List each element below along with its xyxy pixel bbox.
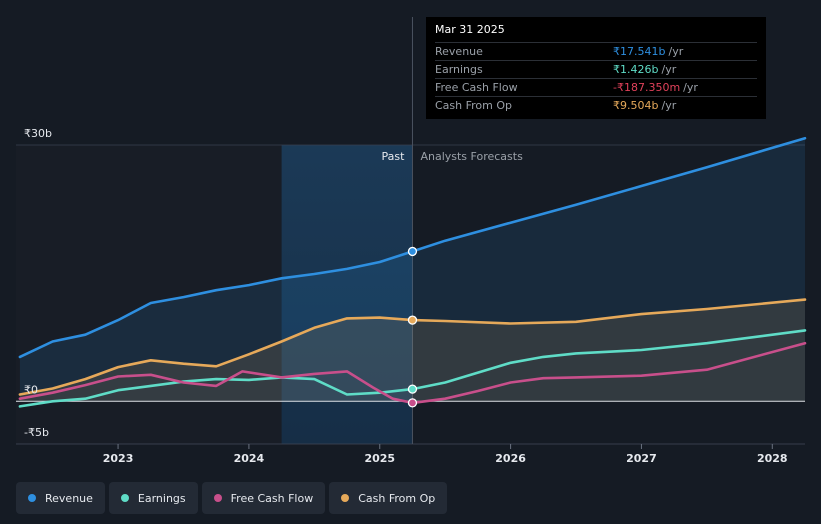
x-tick-label: 2026 <box>495 452 526 465</box>
free-cash-flow-line <box>18 341 807 405</box>
cash-from-op-marker <box>407 315 418 325</box>
tooltip-row-earnings: Earnings ₹1.426b/yr <box>435 60 757 78</box>
tooltip-unit: /yr <box>661 63 677 76</box>
earnings-line <box>18 329 807 408</box>
y-tick-label: ₹30b <box>24 127 52 140</box>
cash-from-op-line <box>18 298 807 396</box>
tooltip-label: Earnings <box>435 63 483 76</box>
tooltip-label: Free Cash Flow <box>435 81 518 94</box>
x-tick-label: 2027 <box>626 452 657 465</box>
legend-label: Earnings <box>137 491 186 505</box>
legend: Revenue Earnings Free Cash Flow Cash Fro… <box>16 482 448 514</box>
legend-dot <box>120 494 129 502</box>
tooltip-label: Cash From Op <box>435 99 513 112</box>
tooltip-value: -₹187.350m <box>613 81 681 94</box>
revenue-area <box>19 138 805 402</box>
legend-label: Revenue <box>45 491 93 505</box>
tooltip-unit: /yr <box>668 45 684 58</box>
x-tick-label: 2028 <box>757 452 788 465</box>
revenue-marker <box>407 246 418 257</box>
y-tick-label: ₹0 <box>24 383 38 396</box>
tooltip-unit: /yr <box>683 81 698 94</box>
history-background <box>16 145 282 444</box>
tooltip-label: Revenue <box>435 45 483 58</box>
earnings-marker <box>407 384 418 394</box>
x-tick-label: 2024 <box>234 452 265 465</box>
free-cash-flow-marker <box>407 398 418 408</box>
tooltip-unit: /yr <box>661 99 677 112</box>
legend-dot <box>213 494 222 502</box>
legend-label: Free Cash Flow <box>230 491 314 505</box>
x-tick-label: 2023 <box>103 452 134 465</box>
revenue-line <box>18 136 807 359</box>
tooltip-value: ₹9.504b <box>613 99 659 112</box>
tooltip: Mar 31 2025 Revenue ₹17.541b/yr Earnings… <box>426 17 766 119</box>
tooltip-date: Mar 31 2025 <box>435 23 505 36</box>
y-tick-label: -₹5b <box>24 426 49 439</box>
x-tick-label: 2025 <box>364 452 395 465</box>
tooltip-value: ₹1.426b <box>613 63 659 76</box>
legend-item-free-cash-flow[interactable]: Free Cash Flow <box>201 482 326 514</box>
tooltip-row-revenue: Revenue ₹17.541b/yr <box>435 42 757 60</box>
legend-item-earnings[interactable]: Earnings <box>108 482 198 514</box>
tooltip-row-cash-from-op: Cash From Op ₹9.504b/yr <box>435 96 757 114</box>
chart-canvas: ₹30b ₹0 -₹5b 2023 2024 2025 2026 2027 2028 Past An… <box>16 17 807 465</box>
forecast-label: Analysts Forecasts <box>420 150 523 163</box>
tooltip-value: ₹17.541b <box>613 45 666 58</box>
legend-dot <box>28 494 36 502</box>
legend-item-cash-from-op[interactable]: Cash From Op <box>329 482 448 514</box>
tooltip-row-free-cash-flow: Free Cash Flow -₹187.350m/yr <box>435 78 757 96</box>
legend-label: Cash From Op <box>358 491 436 505</box>
past-label: Past <box>382 150 406 163</box>
legend-dot <box>341 494 350 502</box>
legend-item-revenue[interactable]: Revenue <box>16 482 105 514</box>
